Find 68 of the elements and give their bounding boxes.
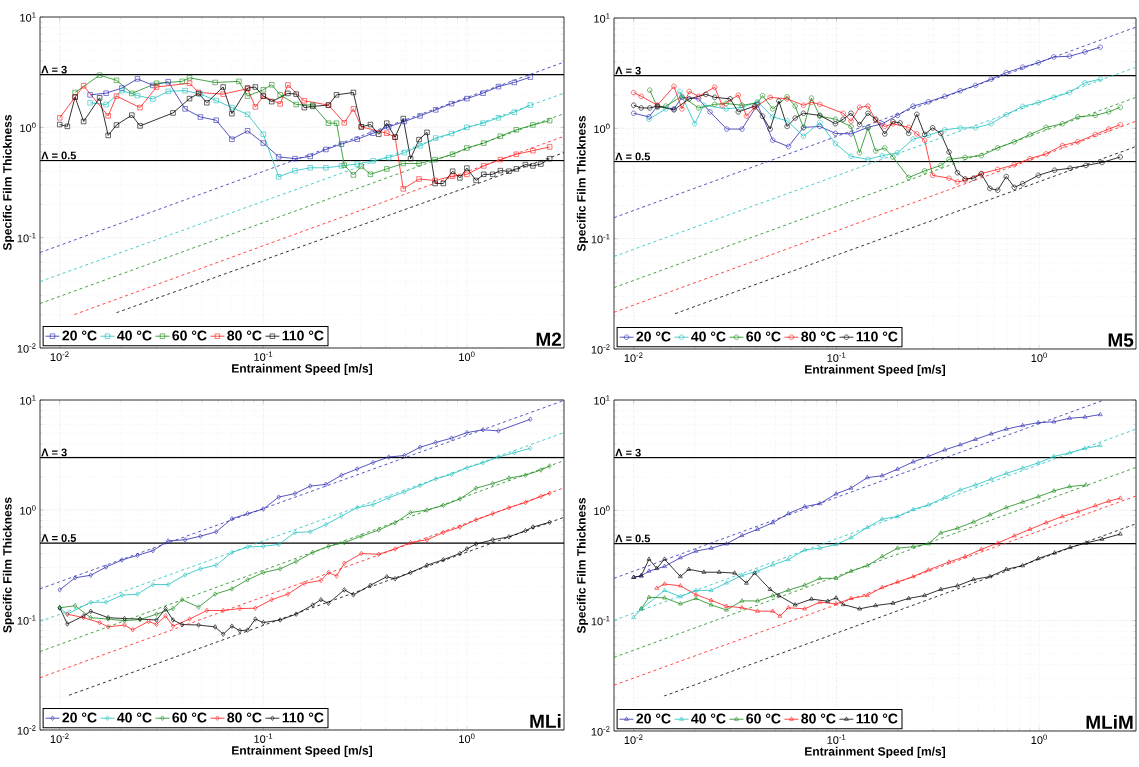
y-axis-title: Specific Film Thickness [576,497,589,634]
legend-label: 40 °C [117,712,152,723]
x-tick-label: 10$^{0}$ [1031,734,1047,744]
legend-label: 110 °C [282,712,324,723]
x-tick-label: 10$^{-2}$ [50,351,69,361]
y-tick-label: 10$^{-1}$ [17,232,36,243]
y-tick-label: 10$^{-2}$ [17,343,36,353]
y-axis-title: Specific Film Thickness [576,115,589,252]
x-tick-label: 10$^{-1}$ [254,351,273,361]
legend-label: 110 °C [856,713,898,724]
y-tick-label: 10$^{0}$ [594,123,610,134]
x-axis-title: Entrainment Speed [m/s] [805,364,945,377]
ref-line-label: Λ = 0.5 [615,534,651,543]
x-tick-label: 10$^{-2}$ [624,352,643,362]
legend-label: 80 °C [801,331,836,342]
legend-label: 110 °C [856,331,898,342]
y-tick-label: 10$^{1}$ [594,13,610,23]
y-tick-label: 10$^{1}$ [594,395,610,405]
x-tick-label: 10$^{0}$ [1031,352,1047,362]
x-tick-label: 10$^{0}$ [459,733,475,743]
x-axis-title: Entrainment Speed [m/s] [232,745,372,758]
x-tick-label: 10$^{-1}$ [254,733,273,743]
y-tick-label: 10$^{-1}$ [17,615,36,625]
y-tick-label: 10$^{-2}$ [17,725,36,735]
legend-label: 110 °C [282,330,324,341]
x-tick-label: 10$^{-1}$ [827,352,846,362]
y-tick-label: 10$^{1}$ [20,395,36,405]
x-tick-label: 10$^{-1}$ [827,734,846,744]
legend-label: 80 °C [801,713,836,724]
legend-label: 40 °C [691,331,726,342]
x-axis-title: Entrainment Speed [m/s] [805,746,945,759]
legend-label: 60 °C [746,331,781,342]
legend-label: 60 °C [746,713,781,724]
annotation: MLi [530,714,561,728]
y-tick-label: 10$^{-2}$ [591,726,610,736]
y-axis-title: Specific Film Thickness [2,114,15,251]
x-tick-label: 10$^{-2}$ [50,733,69,743]
y-tick-label: 10$^{0}$ [594,505,610,516]
legend-label: 20 °C [636,331,671,342]
legend-label: 20 °C [62,330,97,341]
y-tick-label: 10$^{-2}$ [591,344,610,354]
legend-label: 40 °C [691,713,726,724]
legend-label: 60 °C [172,712,207,723]
ref-line-label: Λ = 3 [41,448,67,457]
y-tick-label: 10$^{-1}$ [591,615,610,626]
y-tick-label: 10$^{1}$ [20,12,36,22]
x-tick-label: 10$^{-2}$ [624,734,643,744]
legend-label: 20 °C [636,713,671,724]
legend-label: 20 °C [62,712,97,723]
legend-label: 40 °C [117,330,152,341]
legend-label: 80 °C [227,330,262,341]
ref-line-label: Λ = 3 [41,65,67,74]
ref-line-label: Λ = 3 [615,66,641,75]
annotation: M2 [536,332,562,346]
ref-line-label: Λ = 0.5 [41,151,77,160]
x-axis-title: Entrainment Speed [m/s] [232,363,372,376]
y-tick-label: 10$^{0}$ [20,122,36,133]
legend-label: 80 °C [227,712,262,723]
legend-label: 60 °C [172,330,207,341]
annotation: MLiM [1086,715,1133,729]
x-tick-label: 10$^{0}$ [459,351,475,361]
annotation: M5 [1108,333,1134,347]
y-tick-label: 10$^{0}$ [20,505,36,515]
ref-line-label: Λ = 0.5 [615,152,651,161]
ref-line-label: Λ = 0.5 [41,534,77,542]
ref-line-label: Λ = 3 [615,448,641,457]
y-tick-label: 10$^{-1}$ [591,233,610,244]
y-axis-title: Specific Film Thickness [2,497,15,633]
